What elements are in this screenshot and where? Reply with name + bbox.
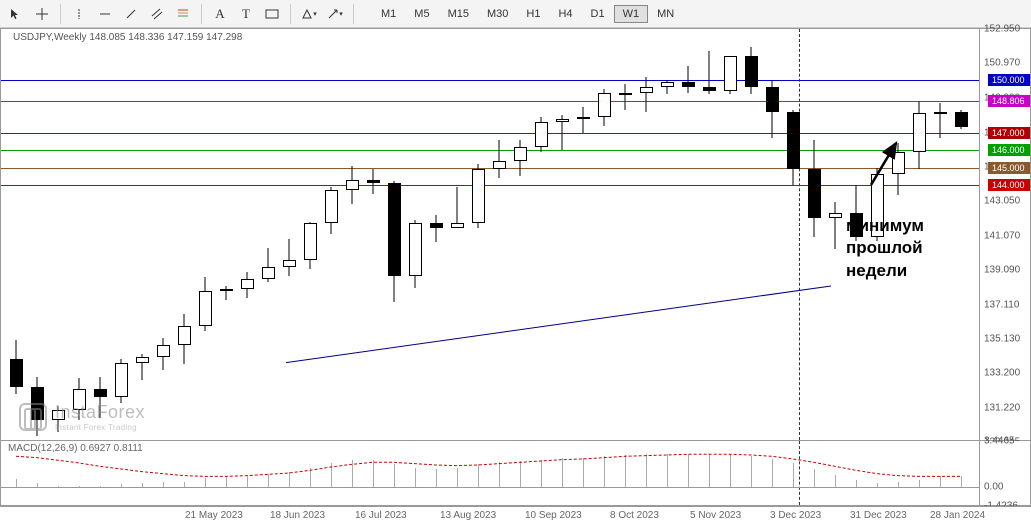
timeframe-m15[interactable]: M15 (439, 5, 478, 23)
y-tick: 133.200 (984, 368, 1020, 379)
text-a-tool[interactable]: A (208, 3, 232, 25)
timeframe-m30[interactable]: M30 (478, 5, 517, 23)
fibo-tool[interactable] (171, 3, 195, 25)
chart-title: USDJPY,Weekly 148.085 148.336 147.159 14… (13, 32, 242, 43)
x-tick: 8 Oct 2023 (610, 510, 659, 521)
price-y-axis: 152.950150.970148.990147.000145.030143.0… (980, 28, 1031, 441)
trendline-tool[interactable] (119, 3, 143, 25)
price-tag: 144.000 (988, 179, 1030, 191)
y-tick: 143.050 (984, 196, 1020, 207)
y-tick: 139.090 (984, 265, 1020, 276)
x-tick: 13 Aug 2023 (440, 510, 496, 521)
drawing-toolbar: A T ▾ ▾ M1M5M15M30H1H4D1W1MN (0, 0, 1031, 28)
x-tick: 16 Jul 2023 (355, 510, 407, 521)
x-tick: 28 Jan 2024 (930, 510, 985, 521)
timeframe-m5[interactable]: M5 (405, 5, 438, 23)
price-tag: 147.000 (988, 127, 1030, 139)
macd-y-tick: 0.00 (984, 481, 1003, 492)
y-tick: 141.070 (984, 230, 1020, 241)
timeframe-selector: M1M5M15M30H1H4D1W1MN (372, 5, 683, 23)
y-tick: 152.950 (984, 24, 1020, 35)
x-tick: 5 Nov 2023 (690, 510, 741, 521)
price-chart[interactable]: USDJPY,Weekly 148.085 148.336 147.159 14… (0, 28, 980, 441)
crosshair-tool[interactable] (30, 3, 54, 25)
x-tick: 18 Jun 2023 (270, 510, 325, 521)
watermark-tagline: Instant Forex Trading (55, 423, 145, 432)
y-tick: 137.110 (984, 299, 1019, 310)
timeframe-m1[interactable]: M1 (372, 5, 405, 23)
macd-title: MACD(12,26,9) 0.6927 0.8111 (8, 443, 143, 454)
price-tag: 150.000 (988, 74, 1030, 86)
macd-signal-line (1, 441, 980, 506)
price-tag: 146.000 (988, 144, 1030, 156)
watermark-logo-icon (19, 403, 47, 431)
annotation-arrow[interactable] (1, 29, 980, 441)
timeframe-d1[interactable]: D1 (582, 5, 614, 23)
x-tick: 31 Dec 2023 (850, 510, 907, 521)
vline-tool[interactable] (67, 3, 91, 25)
watermark: InstaForex Instant Forex Trading (19, 402, 145, 432)
macd-y-tick: 3.4465 (984, 436, 1015, 447)
price-tag: 145.000 (988, 162, 1030, 174)
x-tick: 10 Sep 2023 (525, 510, 582, 521)
text-t-tool[interactable]: T (234, 3, 258, 25)
timeframe-h1[interactable]: H1 (517, 5, 549, 23)
price-tag: 148.806 (988, 95, 1030, 107)
timeframe-w1[interactable]: W1 (614, 5, 649, 23)
shapes-tool[interactable]: ▾ (297, 3, 321, 25)
y-tick: 131.220 (984, 402, 1020, 413)
timeframe-h4[interactable]: H4 (549, 5, 581, 23)
watermark-brand: InstaForex (55, 402, 145, 423)
y-tick: 135.130 (984, 334, 1020, 345)
x-tick: 3 Dec 2023 (770, 510, 821, 521)
channel-tool[interactable] (145, 3, 169, 25)
chart-container: USDJPY,Weekly 148.085 148.336 147.159 14… (0, 28, 1031, 525)
label-tool[interactable] (260, 3, 284, 25)
macd-y-axis: 3.44650.00-1.4236 (980, 441, 1031, 506)
x-tick: 21 May 2023 (185, 510, 243, 521)
hline-tool[interactable] (93, 3, 117, 25)
cursor-tool[interactable] (4, 3, 28, 25)
y-tick: 150.970 (984, 58, 1020, 69)
time-x-axis: 21 May 2023 18 Jun 2023 16 Jul 2023 13 Aug … (0, 506, 1031, 525)
timeframe-mn[interactable]: MN (648, 5, 683, 23)
arrows-tool[interactable]: ▾ (323, 3, 347, 25)
macd-indicator[interactable]: MACD(12,26,9) 0.6927 0.8111 (0, 441, 980, 506)
